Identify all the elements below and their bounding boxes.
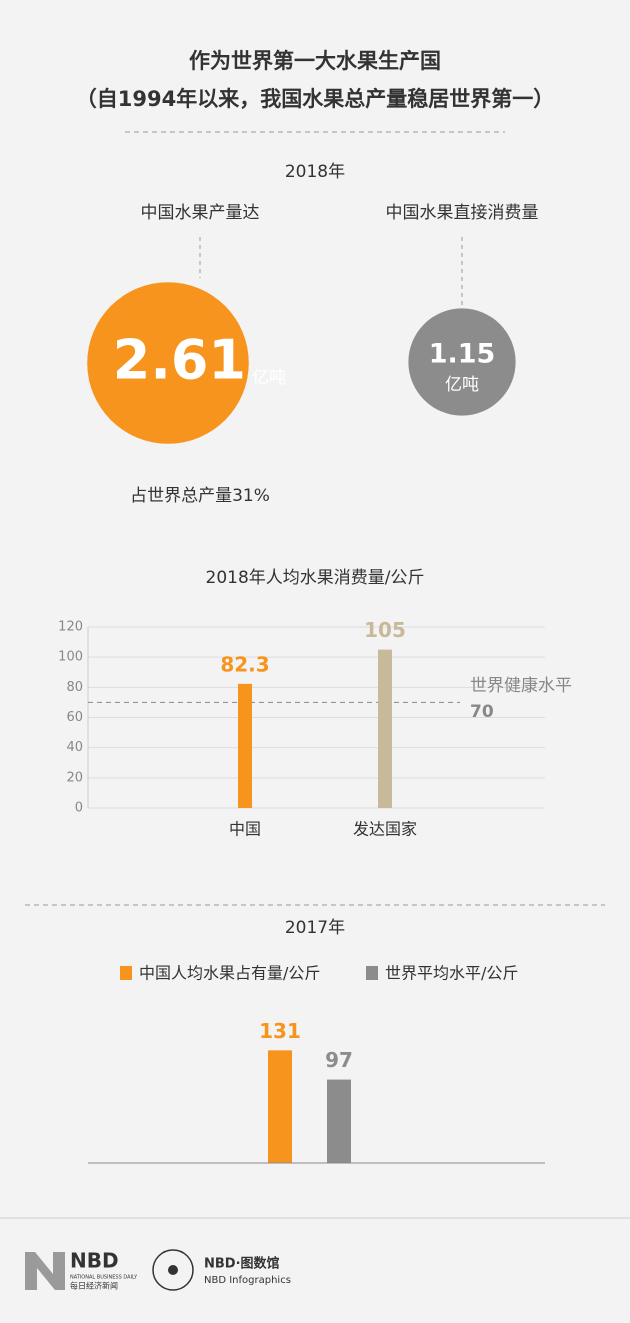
legend-swatch bbox=[366, 966, 378, 980]
brand-en: NATIONAL BUSINESS DAILY bbox=[70, 1275, 138, 1281]
nbd-logo bbox=[25, 1252, 65, 1290]
production-label: 中国水果产量达 bbox=[141, 203, 260, 223]
reference-label: 世界健康水平 bbox=[470, 676, 572, 696]
bar bbox=[238, 683, 252, 808]
studio-logo bbox=[152, 1249, 194, 1291]
consumption-unit: 亿吨 bbox=[445, 375, 479, 395]
chart-title: 2018年人均水果消费量/公斤 bbox=[206, 568, 425, 588]
x-tick-label: 发达国家 bbox=[353, 820, 417, 839]
y-tick-label: 0 bbox=[75, 801, 83, 816]
value-label: 82.3 bbox=[220, 652, 269, 676]
value-label: 97 bbox=[325, 1048, 353, 1072]
legend-label: 世界平均水平/公斤 bbox=[385, 964, 518, 983]
studio: NBD·图数馆 bbox=[204, 1256, 280, 1272]
bar bbox=[327, 1079, 351, 1163]
production-value: 2.61 bbox=[113, 329, 246, 392]
legend-label: 中国人均水果占有量/公斤 bbox=[139, 964, 320, 983]
y-tick-label: 80 bbox=[66, 680, 83, 695]
value-label: 105 bbox=[364, 618, 406, 642]
y-tick-label: 60 bbox=[66, 710, 83, 725]
brand-cn: 每日经济新闻 bbox=[70, 1281, 118, 1291]
value-label: 131 bbox=[259, 1019, 301, 1043]
production-note: 占世界总产量31% bbox=[130, 486, 270, 506]
y-tick-label: 40 bbox=[66, 740, 83, 755]
year-label: 2018年 bbox=[285, 162, 345, 182]
consumption-label: 中国水果直接消费量 bbox=[386, 203, 539, 223]
consumption-bubble bbox=[408, 308, 516, 416]
studio-en: NBD Infographics bbox=[204, 1275, 291, 1286]
bar bbox=[378, 649, 392, 808]
production-unit: 亿吨 bbox=[252, 368, 286, 388]
consumption-value: 1.15 bbox=[429, 339, 496, 370]
title: 作为世界第一大水果生产国 bbox=[189, 49, 441, 73]
brand: NBD bbox=[70, 1249, 119, 1273]
bar bbox=[268, 1050, 292, 1163]
studio-logo-dot bbox=[168, 1265, 178, 1275]
legend-swatch bbox=[120, 966, 132, 980]
reference-value: 70 bbox=[470, 702, 494, 722]
x-tick-label: 中国 bbox=[229, 820, 261, 839]
y-tick-label: 120 bbox=[58, 620, 83, 635]
subtitle: （自1994年以来，我国水果总产量稳居世界第一） bbox=[76, 87, 554, 111]
chart-title: 2017年 bbox=[285, 918, 345, 938]
y-tick-label: 100 bbox=[58, 650, 83, 665]
y-tick-label: 20 bbox=[66, 770, 83, 785]
production-bubble bbox=[87, 282, 249, 444]
